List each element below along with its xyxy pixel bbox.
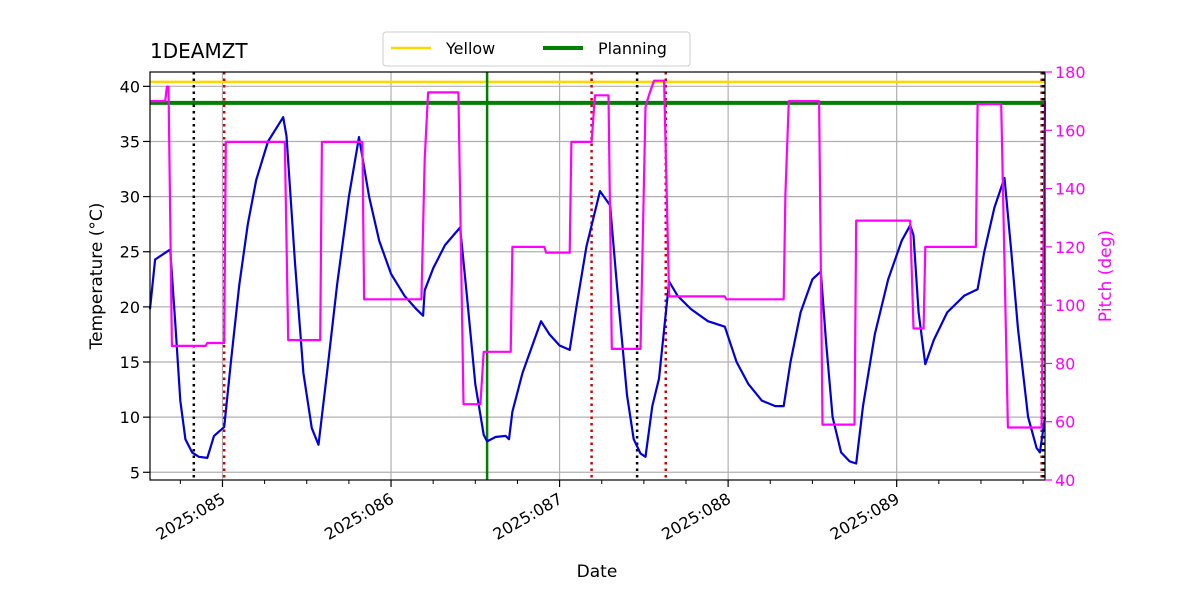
chart-title: 1DEAMZT	[150, 39, 248, 63]
y-axis-title: Temperature (°C)	[87, 203, 107, 351]
x-tick-label: 2025:086	[321, 489, 397, 544]
y2-tick-label: 100	[1055, 296, 1086, 315]
y-tick-label: 40	[120, 77, 140, 96]
temperature-line	[148, 116, 1047, 465]
x-axis: 2025:085 2025:086 2025:087 2025:088 2025:089	[153, 480, 1024, 544]
x-tick-label: 2025:089	[827, 489, 903, 544]
x-tick-label: 2025:088	[658, 489, 734, 544]
y2-tick-label: 180	[1055, 63, 1086, 82]
y2-tick-label: 60	[1055, 413, 1075, 432]
x-tick-label: 2025:087	[490, 489, 566, 544]
reference-lines	[150, 72, 1045, 480]
y-tick-label: 35	[120, 132, 140, 151]
grid	[150, 72, 1045, 480]
x-axis-title: Date	[577, 562, 618, 582]
y2-tick-label: 40	[1055, 471, 1075, 490]
y2-tick-label: 120	[1055, 238, 1086, 257]
y2-tick-label: 80	[1055, 354, 1075, 373]
y-tick-label: 5	[130, 463, 140, 482]
legend-label-planning: Planning	[598, 39, 667, 58]
plot-frame	[149, 71, 1046, 481]
y2-tick-label: 160	[1055, 121, 1086, 140]
legend: Yellow Planning	[382, 31, 691, 67]
legend-box	[382, 31, 691, 67]
legend-label-yellow: Yellow	[445, 39, 495, 58]
series-group	[148, 79, 1047, 465]
y-tick-label: 30	[120, 188, 140, 207]
y-axis-right: 40 60 80 100 120 140 160 180	[1045, 63, 1086, 490]
y-tick-label: 15	[120, 353, 140, 372]
y-tick-label: 10	[120, 408, 140, 427]
y-axis-left: 5 10 15 20 25 30 35 40	[120, 77, 150, 482]
y-tick-label: 20	[120, 298, 140, 317]
y2-axis-title: Pitch (deg)	[1096, 230, 1116, 322]
x-tick-label: 2025:085	[153, 489, 229, 544]
y-tick-label: 25	[120, 243, 140, 262]
y2-tick-label: 140	[1055, 180, 1086, 199]
pitch-line	[150, 79, 1047, 429]
